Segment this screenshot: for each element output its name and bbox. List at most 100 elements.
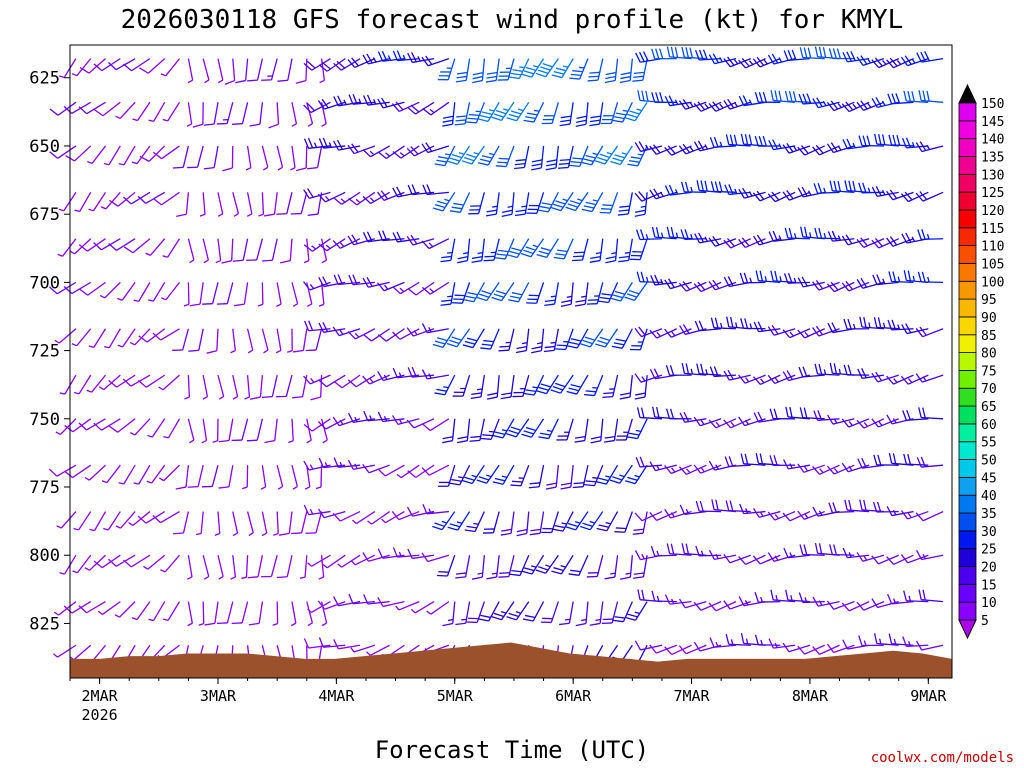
colorbar-swatch [958, 566, 977, 585]
wind-barb [625, 464, 648, 485]
wind-barb [812, 464, 840, 475]
wind-barb [903, 453, 929, 466]
wind-barb [115, 101, 136, 120]
wind-barb [812, 644, 840, 655]
wind-barb [619, 375, 633, 400]
wind-barb [723, 418, 752, 429]
wind-barb [279, 238, 293, 264]
wind-barb [199, 192, 206, 217]
y-tick-label: 675 [29, 205, 60, 225]
wind-barb [514, 145, 530, 170]
wind-barb [202, 555, 210, 580]
wind-barb [827, 230, 855, 242]
wind-barb [649, 510, 678, 521]
wind-barb [318, 238, 346, 252]
wind-barb [580, 511, 604, 531]
wind-barb [148, 601, 166, 622]
colorbar-swatch [958, 209, 977, 229]
wind-barb [268, 102, 280, 129]
wind-barb [783, 49, 810, 61]
colorbar-label: 130 [981, 168, 1004, 183]
wind-barb [347, 328, 376, 340]
wind-barb [447, 511, 471, 531]
wind-barb [694, 232, 722, 244]
wind-barb [575, 601, 589, 627]
wind-barb [752, 190, 781, 202]
wind-barb [508, 58, 530, 80]
wind-barb [476, 464, 500, 484]
wind-barb [900, 510, 929, 520]
wind-barb [442, 418, 456, 444]
wind-barb [574, 418, 589, 443]
wind-barb [347, 459, 375, 470]
wind-barb [231, 601, 249, 625]
colorbar-label: 85 [981, 329, 997, 344]
wind-barb [617, 192, 633, 216]
wind-barb [322, 554, 346, 569]
wind-barb [160, 554, 181, 573]
x-tick-label: 9MAR [910, 687, 947, 705]
wind-barb [248, 601, 264, 626]
wind-barb [752, 374, 781, 386]
wind-barb [455, 601, 471, 626]
wind-barb [291, 465, 298, 490]
wind-barb [131, 601, 151, 621]
wind-barb [535, 554, 559, 574]
wind-barb [724, 184, 751, 196]
wind-barb [782, 142, 811, 154]
wind-barb [600, 102, 619, 125]
wind-barb [299, 555, 308, 579]
wind-barb [584, 374, 604, 397]
wind-barb [347, 57, 376, 69]
wind-barb [509, 554, 530, 577]
wind-barb [129, 418, 151, 436]
wind-barb [303, 638, 331, 649]
wind-barb [531, 328, 545, 354]
wind-barb [318, 418, 346, 430]
wind-barb [421, 323, 449, 334]
wind-barb [203, 102, 219, 126]
wind-barb [604, 418, 619, 443]
wind-barb [664, 145, 692, 156]
wind-barb [276, 145, 284, 171]
wind-barb [276, 555, 293, 579]
wind-barb [362, 552, 390, 562]
wind-barb [857, 368, 885, 379]
wind-barb [183, 282, 190, 307]
wind-barb [137, 374, 166, 388]
wind-barb [841, 280, 870, 292]
wind-barb [627, 418, 648, 440]
colorbar-swatch [958, 387, 977, 407]
colorbar-label: 70 [981, 382, 997, 397]
wind-barb [523, 374, 545, 396]
wind-barb [162, 238, 181, 258]
wind-barb [574, 282, 589, 307]
wind-barb [276, 465, 284, 490]
wind-barb [768, 139, 796, 151]
wind-barb [843, 318, 870, 330]
wind-barb [114, 601, 136, 618]
wind-barb [770, 589, 796, 603]
wind-barb [457, 238, 471, 264]
wind-barb [767, 374, 796, 385]
wind-barb [54, 328, 77, 344]
wind-barb [529, 511, 545, 536]
wind-barb [230, 328, 236, 354]
wind-barb [216, 601, 234, 625]
wind-barb [634, 192, 648, 217]
wind-barb [407, 464, 435, 478]
wind-barb [421, 238, 450, 250]
wind-barb [291, 102, 298, 127]
wind-barb [501, 192, 515, 217]
wind-barb [362, 191, 390, 205]
wind-barb [202, 375, 209, 400]
wind-barb [601, 601, 619, 625]
wind-barb [858, 135, 884, 147]
wind-barb [708, 418, 737, 429]
x-tick-label: 6MAR [555, 687, 592, 705]
wind-barb [132, 101, 151, 122]
wind-barb [146, 464, 166, 484]
wind-barb [306, 601, 314, 627]
wind-barb [332, 238, 361, 249]
wind-barb [569, 58, 589, 80]
